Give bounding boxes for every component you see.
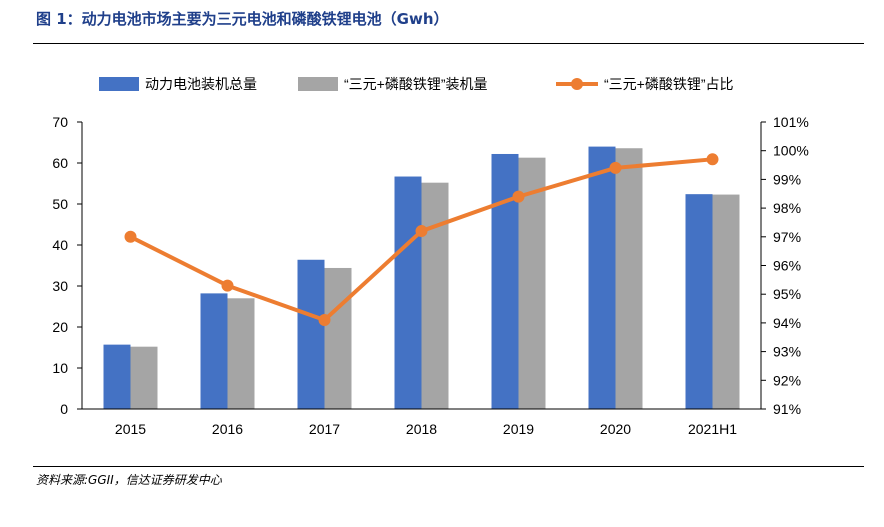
line-point (318, 314, 331, 327)
y-tick-label: 50 (52, 196, 68, 212)
bar-ternary-lfp (130, 346, 158, 409)
y2-tick-label: 101% (773, 114, 809, 130)
legend-swatch-total (99, 77, 139, 91)
x-tick-label: 2020 (600, 421, 631, 437)
y2-tick-label: 92% (773, 372, 801, 388)
legend-swatch-ternary-lfp (298, 77, 338, 91)
y2-tick-label: 91% (773, 401, 801, 417)
y2-tick-label: 99% (773, 171, 801, 187)
source-note: 资料来源:GGII，信达证券研发中心 (36, 473, 222, 487)
x-tick-label: 2019 (503, 421, 534, 437)
y-tick-label: 10 (52, 360, 68, 376)
bar-total (685, 194, 713, 409)
legend-label-ratio: “三元+磷酸铁锂”占比 (604, 76, 734, 92)
legend-label-ternary-lfp: “三元+磷酸铁锂”装机量 (344, 76, 488, 92)
x-tick-label: 2016 (212, 421, 243, 437)
bar-ternary-lfp (324, 267, 352, 409)
y2-tick-label: 94% (773, 315, 801, 331)
line-point (512, 190, 525, 203)
y-tick-label: 30 (52, 278, 68, 294)
line-point (706, 153, 719, 166)
x-tick-label: 2021H1 (688, 421, 737, 437)
bar-total (103, 344, 131, 409)
chart-title: 图 1：动力电池市场主要为三元电池和磷酸铁锂电池（Gwh） (36, 10, 449, 28)
bar-ternary-lfp (227, 298, 255, 409)
bar-ternary-lfp (615, 148, 643, 410)
bar-total (588, 146, 616, 409)
x-tick-label: 2018 (406, 421, 437, 437)
y2-tick-label: 95% (773, 286, 801, 302)
y2-tick-label: 100% (773, 143, 809, 159)
bar-total (297, 259, 325, 409)
bar-ternary-lfp (712, 194, 740, 409)
top-rule (33, 43, 864, 44)
bar-total (394, 176, 422, 409)
y-tick-label: 60 (52, 155, 68, 171)
bar-total (200, 293, 228, 409)
line-point (221, 279, 234, 292)
x-tick-label: 2015 (115, 421, 146, 437)
y2-tick-label: 93% (773, 344, 801, 360)
y-tick-label: 20 (52, 319, 68, 335)
y2-tick-label: 98% (773, 200, 801, 216)
legend-marker-ratio (571, 78, 583, 90)
y-tick-label: 70 (52, 114, 68, 130)
line-point (609, 161, 622, 174)
y-tick-label: 40 (52, 237, 68, 253)
x-tick-label: 2017 (309, 421, 340, 437)
y2-tick-label: 97% (773, 229, 801, 245)
line-point (415, 225, 428, 238)
line-point (124, 230, 137, 243)
legend-label-total: 动力电池装机总量 (145, 76, 257, 92)
bottom-rule (33, 466, 864, 467)
y2-tick-label: 96% (773, 258, 801, 274)
y-tick-label: 0 (60, 401, 68, 417)
bar-ternary-lfp (421, 182, 449, 409)
